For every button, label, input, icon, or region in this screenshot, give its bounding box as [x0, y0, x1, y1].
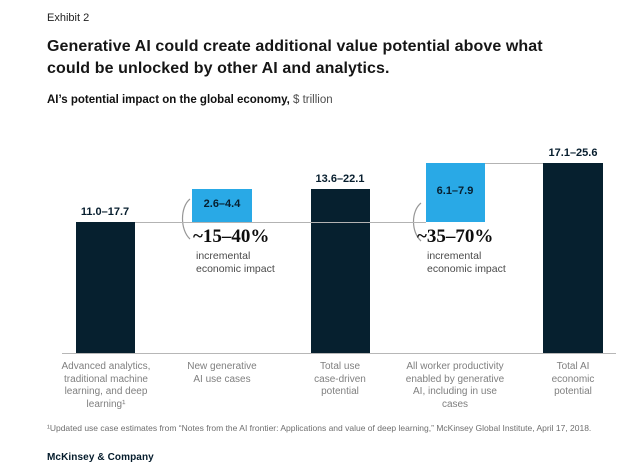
value-label: 11.0–17.7 [80, 205, 130, 218]
bar-total-use-case [311, 189, 370, 353]
value-label: 17.1–25.6 [548, 147, 598, 160]
value-label: 2.6–4.4 [203, 198, 241, 211]
category-line: learning¹ [86, 398, 126, 410]
page-title-line-1: Generative AI could create additional va… [47, 38, 543, 55]
category-line: potential [554, 386, 592, 397]
category-line: enabled by generative [405, 373, 505, 385]
annotation-text-left: incremental economic impact [196, 250, 275, 276]
x-axis-line [62, 353, 616, 354]
category-line: New generative [187, 361, 257, 372]
bar-total-ai-potential [543, 163, 603, 353]
category-line: AI use cases [193, 373, 251, 385]
value-label: 6.1–7.9 [436, 185, 474, 198]
bar-worker-productivity [426, 163, 485, 222]
footnote: ¹Updated use case estimates from “Notes … [47, 423, 592, 433]
annotation-text-right: incremental economic impact [427, 250, 506, 276]
annotation-arc-left [181, 198, 191, 240]
page-title-line-2: could be unlocked by other AI and analyt… [47, 60, 390, 77]
value-label: 13.6–22.1 [315, 173, 365, 186]
annotation-line: incremental [427, 250, 482, 262]
annotation-pct-left: ~15–40% [193, 226, 270, 247]
category-line: Advanced analytics, [61, 361, 151, 372]
category-label-new-generative-ai: New generative AI use cases [156, 361, 288, 386]
category-label-worker-productivity: All worker productivity enabled by gener… [389, 361, 521, 411]
chart-subtitle-unit: $ trillion [289, 94, 333, 106]
category-label-total-use-case: Total use case-driven potential [274, 361, 406, 399]
category-line: All worker productivity [406, 361, 504, 372]
connector-line-left [135, 222, 426, 223]
category-line: Total AI [556, 361, 590, 372]
category-line: economic [551, 373, 595, 385]
annotation-pct-right: ~35–70% [417, 226, 494, 247]
chart-subtitle-text: AI’s potential impact on the global econ… [47, 94, 290, 106]
category-line: learning, and deep [64, 386, 148, 397]
annotation-line: economic impact [196, 263, 275, 275]
category-line: AI, including in use [413, 386, 497, 397]
annotation-arc-right [412, 202, 422, 242]
chart-subtitle: AI’s potential impact on the global econ… [47, 94, 333, 106]
mckinsey-wordmark: McKinsey & Company [47, 452, 154, 463]
category-label-total-ai-potential: Total AI economic potential [507, 361, 639, 399]
exhibit-label: Exhibit 2 [47, 12, 90, 24]
category-line: traditional machine [64, 373, 148, 385]
annotation-line: economic impact [427, 263, 506, 275]
bar-new-generative-ai [192, 189, 252, 222]
category-line: potential [321, 386, 359, 397]
annotation-line: incremental [196, 250, 251, 262]
category-line: Total use [319, 361, 361, 372]
category-line: case-driven [314, 373, 366, 385]
connector-line-right [485, 163, 543, 164]
bar-advanced-analytics [76, 221, 135, 353]
category-line: cases [441, 398, 469, 410]
category-label-advanced-analytics: Advanced analytics, traditional machine … [40, 361, 172, 411]
